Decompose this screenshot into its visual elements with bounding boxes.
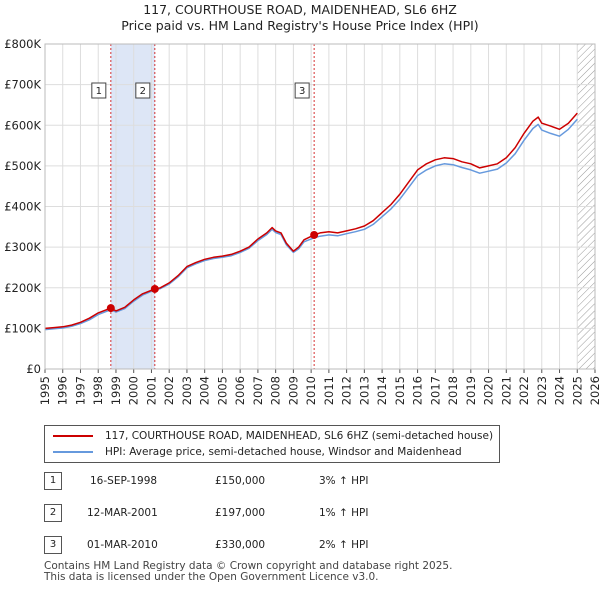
x-tick-label: 2022 <box>517 376 531 405</box>
x-tick-label: 1998 <box>91 376 105 405</box>
x-tick-label: 2011 <box>322 376 336 405</box>
x-tick-label: 2023 <box>535 376 549 405</box>
sale-date: 01-MAR-2010 <box>87 539 158 551</box>
sale-price: £330,000 <box>215 539 266 551</box>
legend-item-property: 117, COURTHOUSE ROAD, MAIDENHEAD, SL6 6H… <box>53 428 493 444</box>
sale-row: 1 16-SEP-1998 £150,000 3% ↑ HPI <box>44 472 444 492</box>
sale-number-badge: 1 <box>44 472 62 490</box>
x-tick-label: 2025 <box>570 376 584 405</box>
sale-point <box>150 284 159 293</box>
sale-point <box>106 304 115 313</box>
plot-frame <box>44 43 596 370</box>
y-tick-label: £600K <box>4 118 41 132</box>
x-tick-label: 2020 <box>482 376 496 405</box>
sale-point <box>310 230 319 239</box>
sale-hpi-diff: 2% ↑ HPI <box>319 539 369 551</box>
x-tick-label: 2000 <box>127 376 141 405</box>
x-tick-label: 1999 <box>109 376 123 405</box>
chart-title-line2: Price paid vs. HM Land Registry's House … <box>121 18 479 33</box>
footer: Contains HM Land Registry data © Crown c… <box>44 561 452 583</box>
hpi-line <box>44 118 578 331</box>
footer-copyright: Contains HM Land Registry data © Crown c… <box>44 560 453 572</box>
property-price-line <box>44 112 578 330</box>
sale-label-box <box>294 82 310 99</box>
x-tick-label: 2005 <box>215 376 229 405</box>
x-tick-label: 2018 <box>446 376 460 405</box>
legend-label-hpi: HPI: Average price, semi-detached house,… <box>105 446 462 458</box>
legend: 117, COURTHOUSE ROAD, MAIDENHEAD, SL6 6H… <box>44 425 500 463</box>
y-tick-label: £500K <box>4 159 41 173</box>
sale-number-badge: 3 <box>44 536 62 554</box>
sale-number-badge: 2 <box>44 504 62 522</box>
y-tick-label: £0 <box>26 362 41 376</box>
x-tick-label: 2008 <box>269 376 283 405</box>
x-tick-label: 2003 <box>180 376 194 405</box>
y-tick-label: £400K <box>4 200 41 214</box>
y-tick-label: £700K <box>4 78 41 92</box>
x-tick-label: 2016 <box>411 376 425 405</box>
legend-swatch-property <box>53 435 93 437</box>
sale-date: 16-SEP-1998 <box>90 475 158 487</box>
x-tick-label: 2019 <box>464 376 478 405</box>
x-tick-label: 2006 <box>233 376 247 405</box>
x-tick-label: 2013 <box>357 376 371 405</box>
y-tick-label: £100K <box>4 321 41 335</box>
x-tick-label: 2014 <box>375 376 389 405</box>
legend-swatch-hpi <box>53 451 93 453</box>
chart-title-line1: 117, COURTHOUSE ROAD, MAIDENHEAD, SL6 6H… <box>143 2 457 17</box>
sale-hpi-diff: 3% ↑ HPI <box>319 475 369 487</box>
sale-price: £197,000 <box>215 507 266 519</box>
x-tick-label: 1995 <box>38 376 52 405</box>
x-tick-label: 2007 <box>251 376 265 405</box>
sale-label-box <box>91 82 107 99</box>
x-tick-label: 2002 <box>162 376 176 405</box>
x-tick-label: 2009 <box>286 376 300 405</box>
sale-hpi-diff: 1% ↑ HPI <box>319 507 369 519</box>
sale-label: 1 <box>96 86 102 97</box>
y-tick-label: £300K <box>4 240 41 254</box>
x-tick-label: 2021 <box>499 376 513 405</box>
x-tick-label: 1996 <box>56 376 70 405</box>
legend-label-property: 117, COURTHOUSE ROAD, MAIDENHEAD, SL6 6H… <box>105 430 494 442</box>
sale-price: £150,000 <box>215 475 266 487</box>
footer-licence: This data is licensed under the Open Gov… <box>44 571 379 583</box>
x-tick-label: 2017 <box>428 376 442 405</box>
sale-label-box <box>135 82 151 99</box>
x-tick-label: 2004 <box>198 376 212 405</box>
x-tick-label: 2015 <box>393 376 407 405</box>
sale-row: 2 12-MAR-2001 £197,000 1% ↑ HPI <box>44 504 444 524</box>
legend-item-hpi: HPI: Average price, semi-detached house,… <box>53 444 462 460</box>
y-tick-label: £200K <box>4 281 41 295</box>
x-tick-label: 2024 <box>553 376 567 405</box>
x-tick-label: 2001 <box>144 376 158 405</box>
x-tick-label: 2026 <box>588 376 600 405</box>
sale-label: 3 <box>299 86 305 97</box>
x-tick-label: 2012 <box>340 376 354 405</box>
sale-label: 2 <box>140 86 146 97</box>
x-tick-label: 2010 <box>304 376 318 405</box>
y-tick-label: £800K <box>4 37 41 51</box>
sale-date: 12-MAR-2001 <box>87 507 158 519</box>
sale-row: 3 01-MAR-2010 £330,000 2% ↑ HPI <box>44 536 444 556</box>
x-tick-label: 1997 <box>73 376 87 405</box>
